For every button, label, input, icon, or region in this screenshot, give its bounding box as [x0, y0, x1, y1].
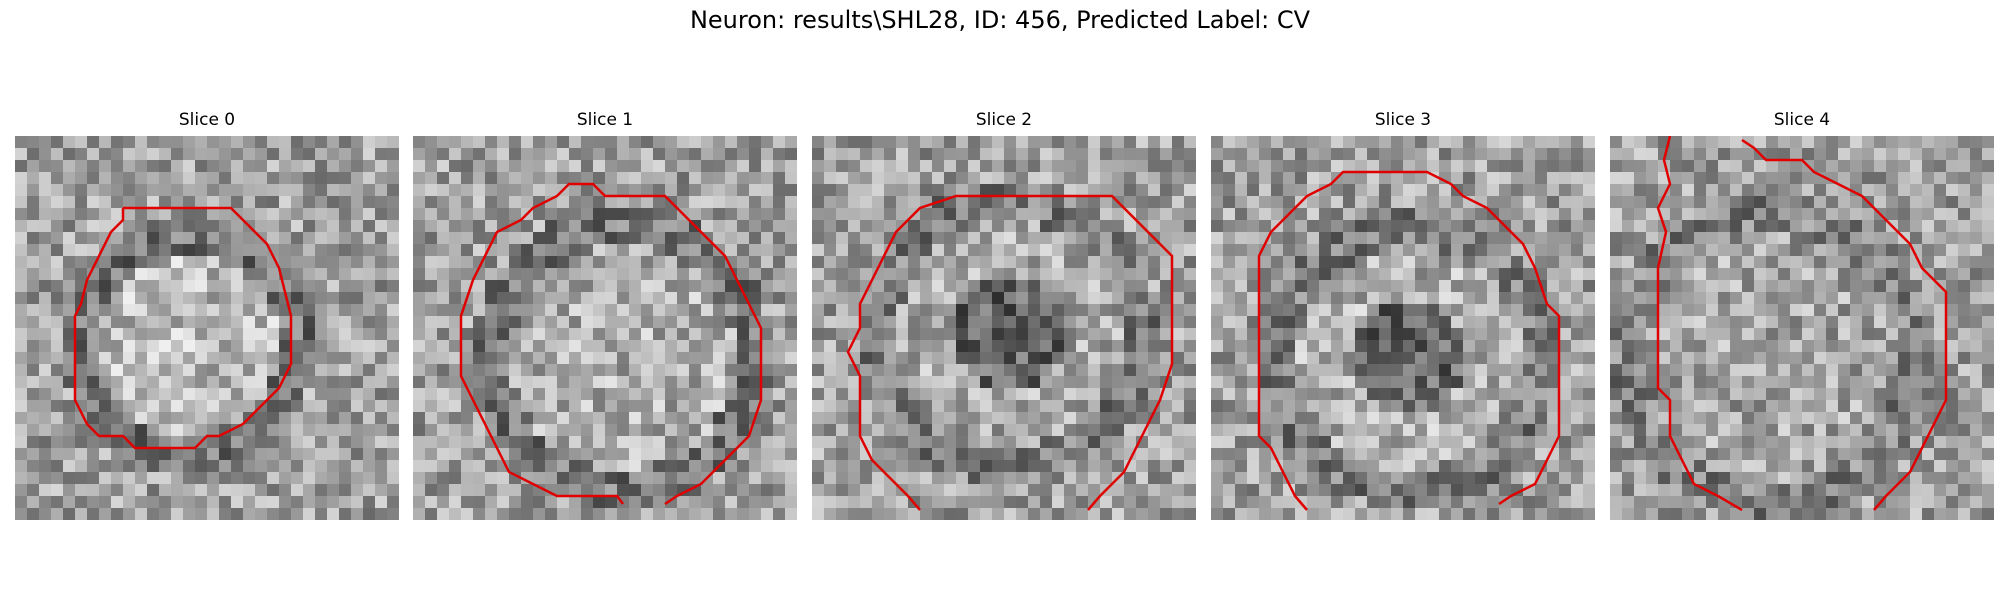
slice-panel-4: Slice 4: [1610, 108, 1994, 520]
slice-title: Slice 4: [1773, 110, 1831, 130]
slice-image: [1610, 136, 1994, 520]
slice-panel-2: Slice 2: [812, 108, 1196, 520]
slice-title: Slice 0: [178, 110, 236, 130]
roi-contour: [1257, 170, 1561, 511]
roi-contour: [846, 194, 1174, 511]
roi-contour: [459, 182, 763, 506]
figure-title: Neuron: results\SHL28, ID: 456, Predicte…: [689, 6, 1311, 34]
slice-image: [15, 136, 399, 520]
slice-title: Slice 1: [576, 110, 634, 130]
slice-title: Slice 3: [1374, 110, 1432, 130]
slice-panel-1: Slice 1: [413, 108, 797, 520]
slice-title: Slice 2: [975, 110, 1033, 130]
slice-panel-3: Slice 3: [1211, 108, 1595, 520]
slice-panel-0: Slice 0: [15, 108, 399, 520]
roi-contour: [73, 206, 293, 450]
slice-image: [413, 136, 797, 520]
roi-contour: [1656, 136, 1948, 512]
